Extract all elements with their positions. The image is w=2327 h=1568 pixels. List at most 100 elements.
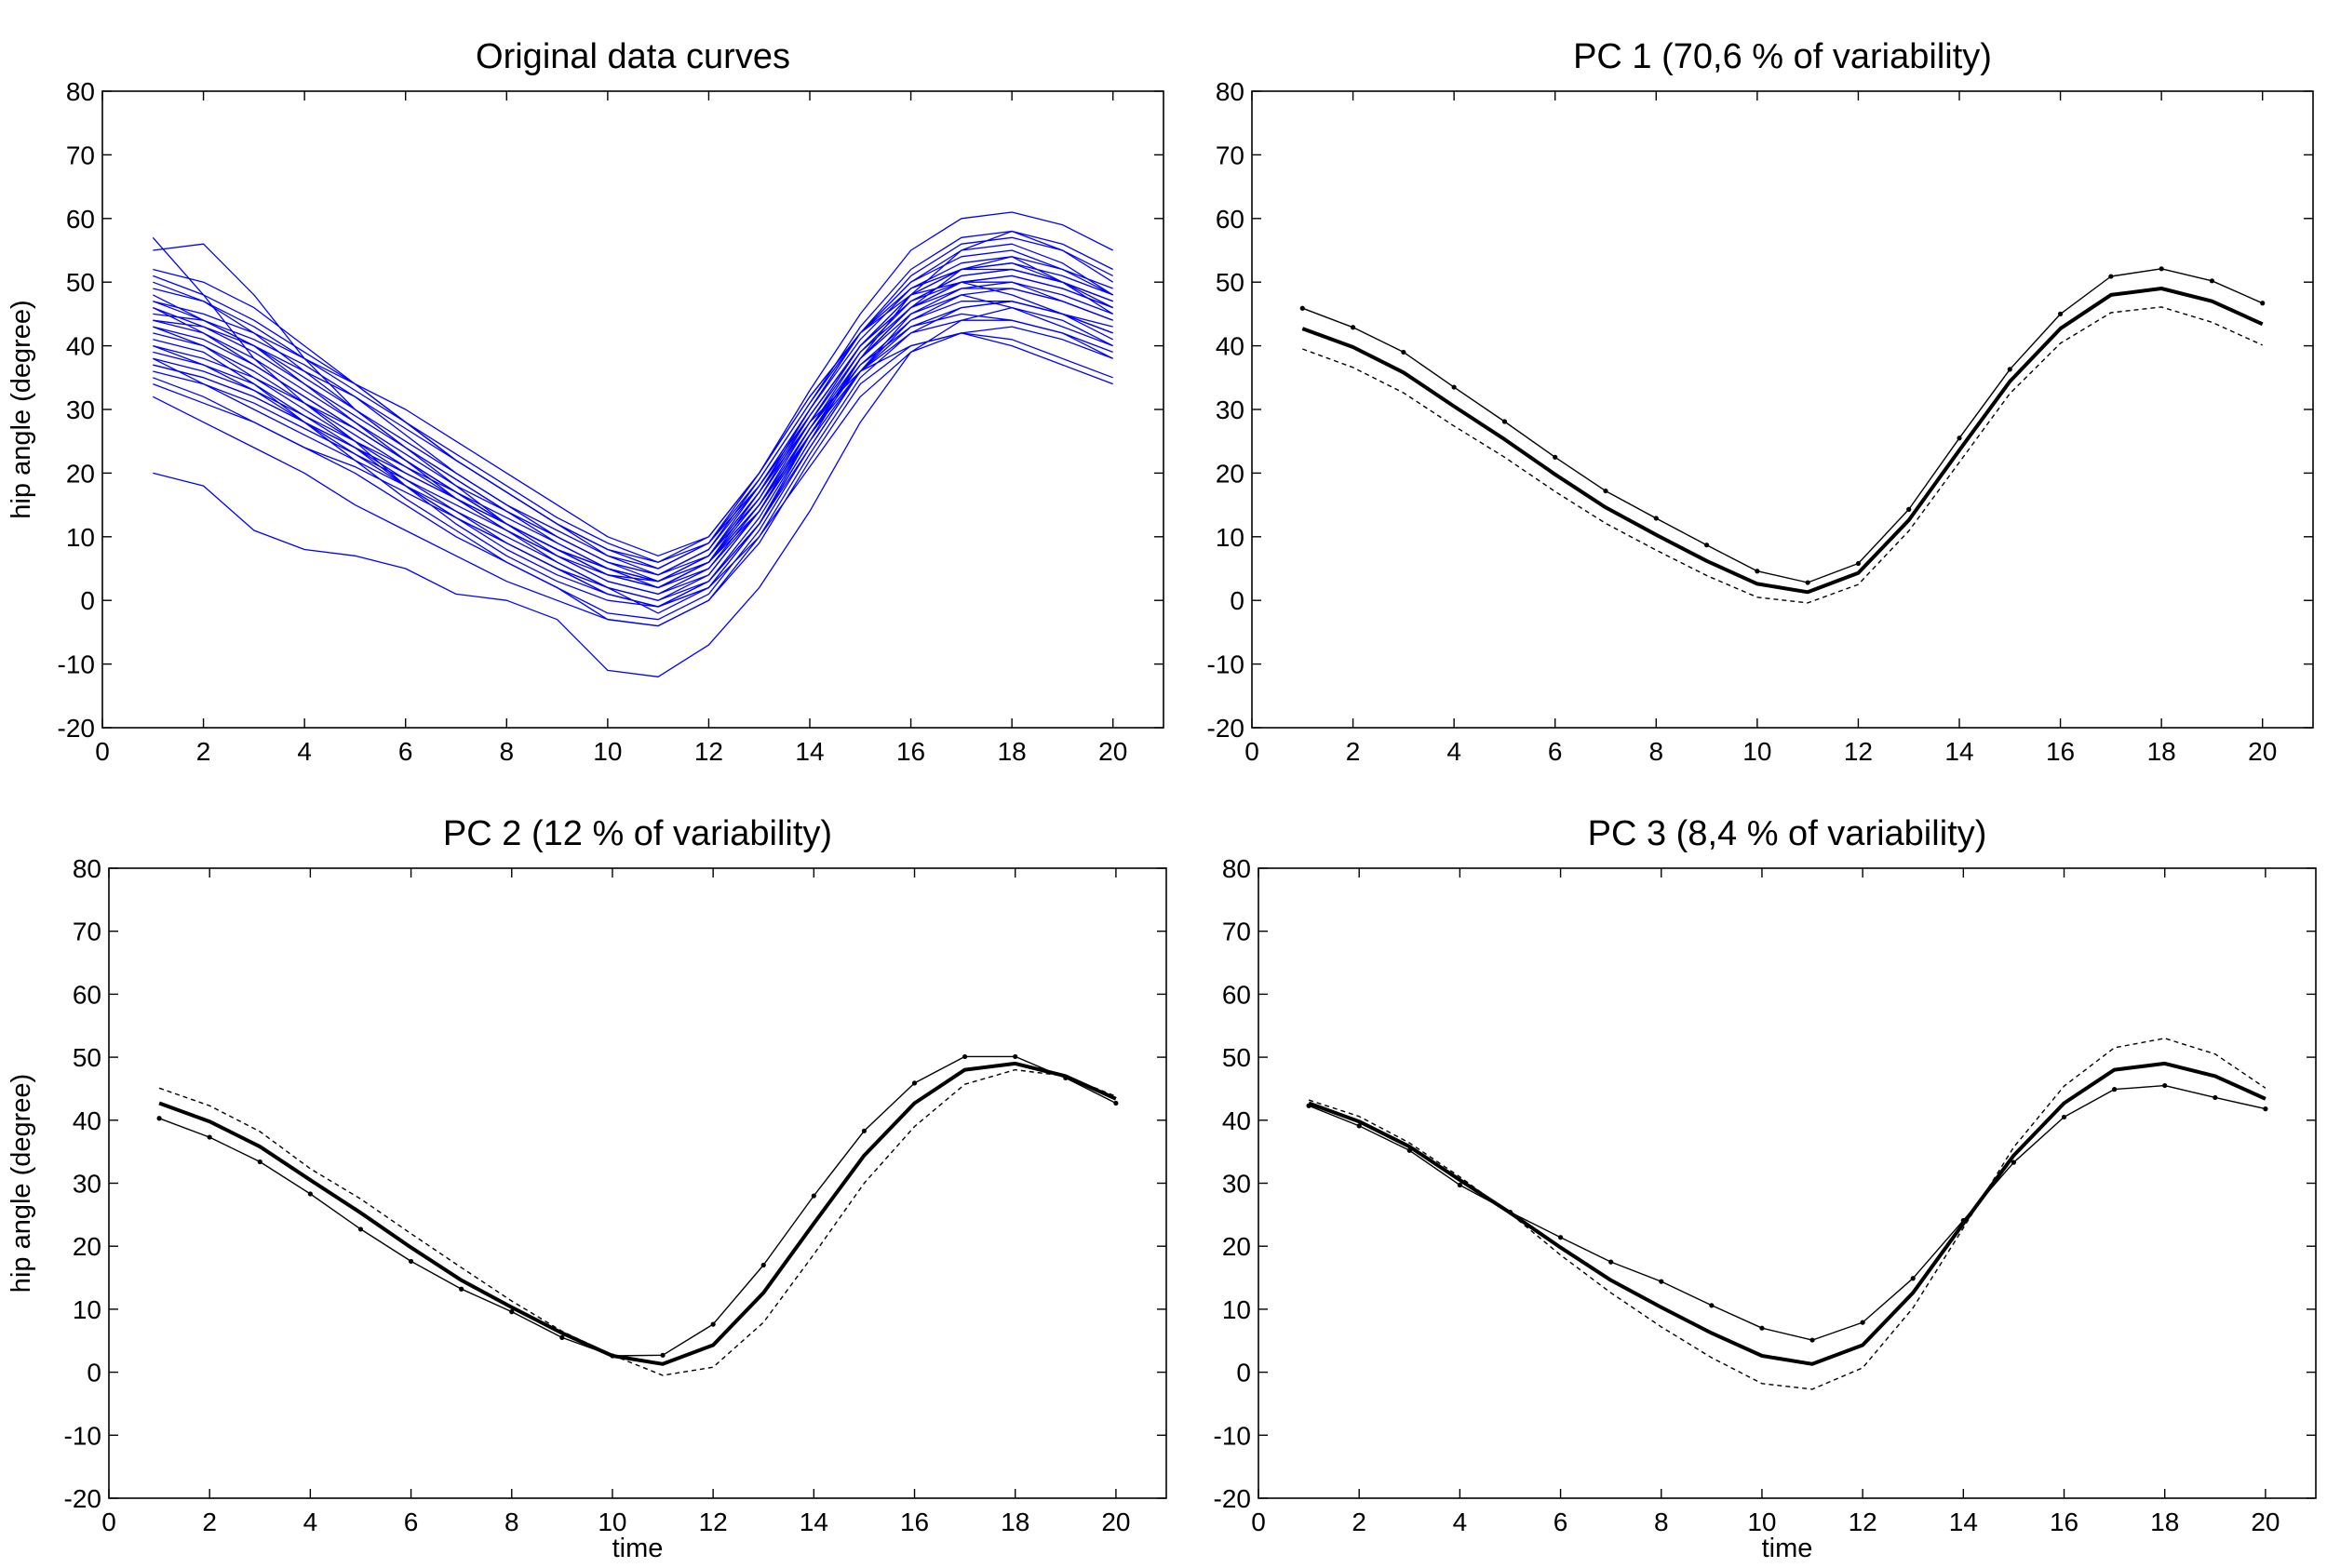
data-point-marker <box>811 1193 816 1199</box>
y-tick-label: 80 <box>66 77 95 106</box>
chart-panel-1: 0 2 4 6 8 10 12 14 16 18 20 -20 -10 0 10 20 30 40 50 60 70 80… <box>7 37 1164 766</box>
y-tick-label: 80 <box>1222 854 1251 883</box>
y-tick-label: 40 <box>1216 332 1244 361</box>
mean-curve-line <box>158 1061 1117 1366</box>
x-tick-label: 10 <box>593 737 622 766</box>
x-tick-label: 2 <box>1352 1508 1366 1536</box>
y-tick-label: -20 <box>1207 714 1244 743</box>
y-tick-label: 60 <box>1222 980 1251 1009</box>
minus-pc-curve-line <box>158 1068 1117 1376</box>
data-point-marker <box>1350 325 1356 330</box>
x-tick-label: 20 <box>2251 1508 2280 1536</box>
x-tick-label: 12 <box>699 1508 728 1536</box>
x-tick-label: 20 <box>2248 737 2277 766</box>
mean-curve-line <box>1301 287 2264 595</box>
y-tick-label: 10 <box>1222 1295 1251 1324</box>
x-axis-label: time <box>612 1534 664 1563</box>
x-tick-label: 6 <box>1554 1508 1568 1536</box>
x-tick-label: 14 <box>800 1508 828 1536</box>
x-tick-label: 6 <box>1548 737 1563 766</box>
x-tick-label: 2 <box>202 1508 217 1536</box>
y-tick-label: 70 <box>1216 141 1244 169</box>
x-tick-label: 8 <box>1648 737 1663 766</box>
y-tick-label: 20 <box>1222 1232 1251 1261</box>
data-curve-line <box>153 268 1113 570</box>
y-tick-label: 50 <box>73 1043 101 1072</box>
y-tick-label: -20 <box>64 1484 101 1513</box>
data-point-marker <box>2112 1087 2118 1092</box>
chart-panel-3: 0 2 4 6 8 10 12 14 16 18 20 -20 -10 0 10 20 30 40 50 60 70 80… <box>7 814 1167 1563</box>
y-tick-label: 50 <box>1216 268 1244 297</box>
y-tick-label: 30 <box>1216 395 1244 424</box>
x-tick-label: 10 <box>1742 737 1771 766</box>
x-tick-label: 14 <box>1944 737 1973 766</box>
data-point-marker <box>1809 1337 1815 1343</box>
data-curve-line <box>153 243 1114 570</box>
y-tick-label: 60 <box>73 980 101 1009</box>
y-tick-label: -20 <box>58 714 95 743</box>
data-point-marker <box>509 1309 515 1315</box>
y-tick-label: 50 <box>1222 1043 1251 1072</box>
y-tick-label: 20 <box>66 459 95 488</box>
mean-curve-line <box>1308 1061 2266 1366</box>
x-tick-label: 16 <box>2046 737 2075 766</box>
data-point-marker <box>1553 454 1558 460</box>
y-tick-label: 60 <box>1216 205 1244 234</box>
data-point-marker <box>710 1321 716 1327</box>
chart-panel-2: 0 2 4 6 8 10 12 14 16 18 20 -20 -10 0 10 20 30 40 50 60 70 80… <box>1207 37 2314 766</box>
y-tick-label: 70 <box>73 918 101 946</box>
chart-title: PC 1 (70,6 % of variability) <box>1573 37 1992 76</box>
data-curve-line <box>153 288 1113 621</box>
x-tick-label: 18 <box>998 737 1027 766</box>
data-point-marker <box>2057 311 2064 316</box>
plus-pc-curve-line <box>1302 268 2263 583</box>
y-tick-label: 40 <box>73 1106 101 1135</box>
plus-pc-curve-line <box>158 1055 1117 1357</box>
x-tick-label: 2 <box>1346 737 1361 766</box>
x-tick-label: 16 <box>2050 1508 2078 1536</box>
data-point-marker <box>2061 1114 2067 1120</box>
x-tick-label: 14 <box>1949 1508 1978 1536</box>
data-curve-line <box>153 306 1113 677</box>
y-tick-label: 70 <box>1222 918 1251 946</box>
data-curve-line <box>153 275 1113 608</box>
data-point-marker <box>1906 506 1912 512</box>
chart-title: PC 3 (8,4 % of variability) <box>1588 814 1987 853</box>
data-point-marker <box>156 1116 162 1121</box>
x-tick-label: 16 <box>900 1508 929 1536</box>
data-point-marker <box>257 1159 262 1165</box>
data-point-marker <box>2209 278 2215 284</box>
x-tick-label: 18 <box>2150 1508 2179 1536</box>
data-point-marker <box>207 1134 212 1140</box>
y-tick-label: 0 <box>1236 1359 1251 1387</box>
y-tick-label: 0 <box>87 1359 101 1387</box>
x-tick-label: 0 <box>1244 737 1259 766</box>
data-curve-line <box>153 281 1113 563</box>
data-point-marker <box>2263 1106 2268 1112</box>
data-point-marker <box>2011 1159 2017 1165</box>
y-tick-label: 60 <box>66 205 95 234</box>
data-point-marker <box>1557 1235 1564 1240</box>
y-tick-label: -10 <box>64 1421 101 1450</box>
y-tick-label: -20 <box>1214 1484 1251 1513</box>
y-tick-label: 20 <box>1216 459 1244 488</box>
data-point-marker <box>1860 1320 1865 1325</box>
data-point-marker <box>1957 436 1962 441</box>
chart-panel-4: 0 2 4 6 8 10 12 14 16 18 20 -20 -10 0 10 20 30 40 50 60 70 80… <box>1214 814 2317 1563</box>
data-point-marker <box>861 1128 868 1133</box>
x-tick-label: 20 <box>1101 1508 1130 1536</box>
x-tick-label: 4 <box>1446 737 1461 766</box>
data-point-marker <box>911 1080 918 1086</box>
x-tick-label: 0 <box>101 1508 116 1536</box>
y-tick-label: 30 <box>1222 1170 1251 1199</box>
y-axis-label: hip angle (degree) <box>7 1074 36 1293</box>
data-point-marker <box>1451 384 1457 390</box>
y-axis-label: hip angle (degree) <box>7 300 36 518</box>
minus-pc-curve-line <box>1308 1038 2266 1390</box>
data-point-marker <box>2213 1094 2218 1101</box>
data-point-marker <box>2108 274 2114 279</box>
x-tick-label: 4 <box>1453 1508 1468 1536</box>
data-point-marker <box>1805 580 1810 585</box>
x-tick-label: 0 <box>1251 1508 1266 1536</box>
